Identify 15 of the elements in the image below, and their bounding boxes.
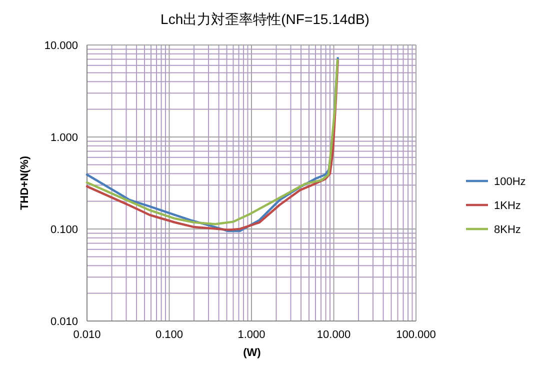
y-tick-label: 1.000 (50, 132, 78, 144)
x-tick-label: 0.010 (73, 329, 101, 341)
legend-label: 8KHz (494, 224, 521, 236)
x-tick-label: 1.000 (238, 329, 266, 341)
x-tick-label: 10.000 (316, 329, 351, 341)
y-tick-label: 0.010 (50, 316, 78, 328)
y-tick-label: 10.000 (44, 40, 78, 52)
x-tick-label: 0.100 (155, 329, 184, 341)
x-tick-label: 100.000 (396, 329, 436, 341)
y-tick-label: 0.100 (50, 224, 78, 236)
y-axis-title: THD+N(%) (19, 156, 31, 210)
chart-title: Lch出力対歪率特性(NF=15.14dB) (160, 11, 370, 27)
x-axis-title: (W) (243, 347, 262, 359)
legend-label: 100Hz (494, 176, 526, 188)
legend-label: 1KHz (494, 200, 521, 212)
